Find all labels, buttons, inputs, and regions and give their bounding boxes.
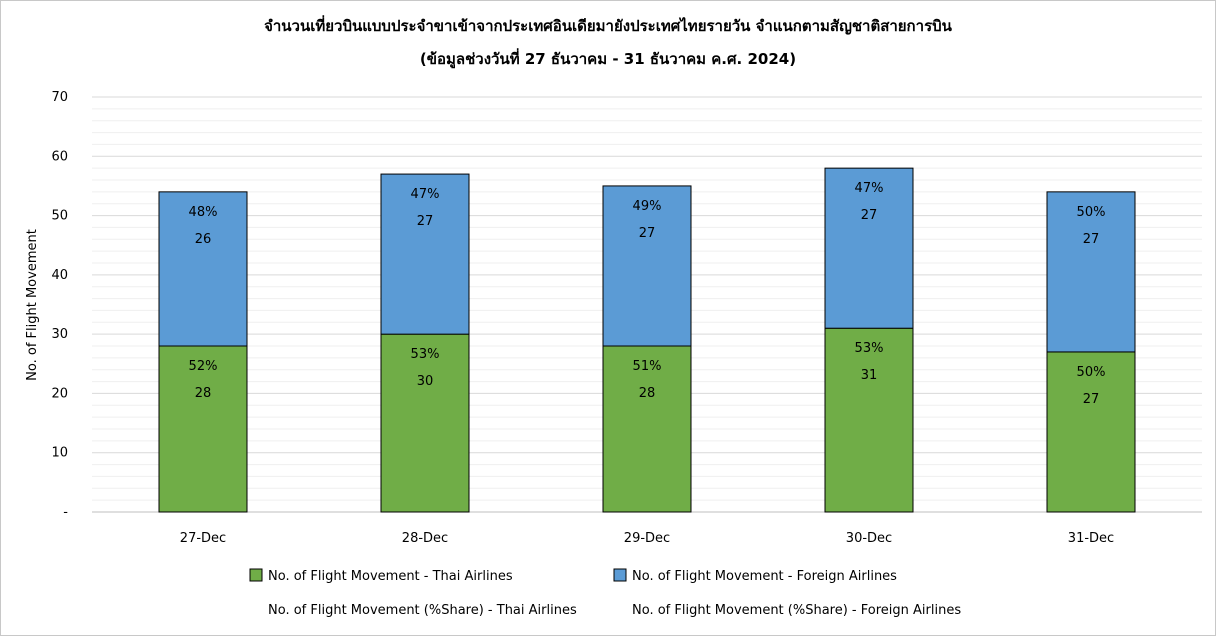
share-label: 49% [633,199,662,214]
bar-foreign-airlines [602,185,692,347]
value-label: 27 [417,214,434,229]
bar-foreign-airlines [824,167,914,329]
value-label: 30 [417,374,434,389]
value-label: 27 [639,226,656,241]
bar-foreign-airlines [380,173,470,335]
value-label: 27 [1083,392,1100,407]
share-label: 47% [411,187,440,202]
x-axis-ticks: 27-Dec 28-Dec 29-Dec 30-Dec 31-Dec [180,531,1114,546]
share-label: 47% [855,181,884,196]
y-tick-label: 20 [51,386,68,401]
legend-label: No. of Flight Movement - Foreign Airline… [632,569,897,584]
legend-label-share: No. of Flight Movement (%Share) - Foreig… [632,603,961,618]
share-label: 51% [633,359,662,374]
y-tick-label: 70 [51,90,68,105]
legend-label-share: No. of Flight Movement (%Share) - Thai A… [268,603,577,618]
share-label: 52% [189,359,218,374]
value-label: 28 [639,386,656,401]
y-axis-label: No. of Flight Movement [25,229,40,381]
chart-subtitle: (ข้อมูลช่วงวันที่ 27 ธันวาคม - 31 ธันวาค… [420,48,796,69]
value-label: 28 [195,386,212,401]
share-label: 50% [1077,205,1106,220]
y-tick-label: 10 [51,446,68,461]
value-label: 27 [861,208,878,223]
bar-foreign-airlines [158,191,248,347]
value-label: 31 [861,368,878,383]
y-tick-label: 40 [51,268,68,283]
x-tick-label: 31-Dec [1068,531,1114,546]
legend-label: No. of Flight Movement - Thai Airlines [268,569,513,584]
share-label: 53% [855,341,884,356]
x-tick-label: 30-Dec [846,531,892,546]
legend-swatch-foreign [613,568,627,582]
value-label: 26 [195,232,212,247]
x-tick-label: 27-Dec [180,531,226,546]
value-label: 27 [1083,232,1100,247]
share-label: 48% [189,205,218,220]
bar-foreign-airlines [1046,191,1136,353]
bars: 52% 28 48% 26 53% 30 47% 27 51% 28 49% 27 53% 31 47% 27… [158,167,1136,513]
bar-thai-airlines [1046,351,1136,513]
chart-title: จำนวนเที่ยวบินแบบประจำขาเข้าจากประเทศอิน… [264,15,953,35]
y-axis-ticks: - 10 20 30 40 50 60 70 [51,90,68,520]
x-tick-label: 28-Dec [402,531,448,546]
legend-swatch-thai [249,568,263,582]
y-tick-label: 30 [51,327,68,342]
share-label: 50% [1077,365,1106,380]
share-label: 53% [411,347,440,362]
bar-thai-airlines [602,345,692,513]
bar-thai-airlines [380,333,470,513]
x-tick-label: 29-Dec [624,531,670,546]
legend: No. of Flight Movement - Thai Airlines No… [249,568,961,618]
y-tick-label: 50 [51,209,68,224]
y-tick-label: 60 [51,149,68,164]
y-tick-label: - [63,505,68,520]
bar-thai-airlines [158,345,248,513]
